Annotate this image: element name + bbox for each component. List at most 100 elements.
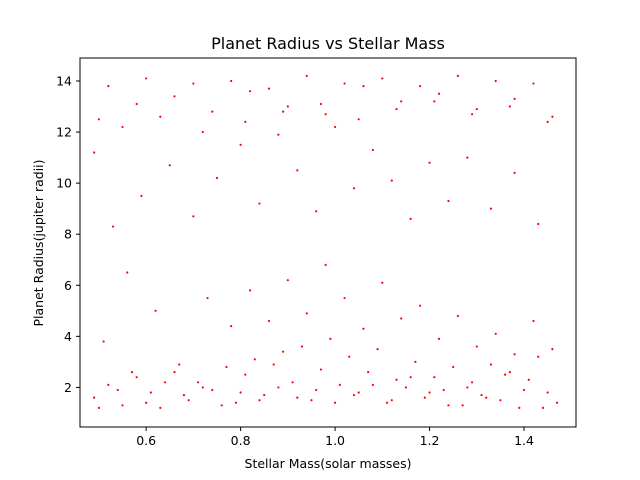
data-point: [97, 118, 100, 121]
data-point: [248, 90, 252, 93]
data-point: [282, 350, 285, 353]
y-tick-label: 4: [64, 329, 72, 344]
data-point: [145, 77, 148, 80]
data-point: [192, 215, 195, 218]
data-point: [159, 406, 162, 409]
data-point: [267, 319, 271, 323]
data-point: [244, 120, 247, 123]
y-tick-label: 2: [64, 380, 72, 395]
data-point: [390, 399, 393, 402]
data-point: [145, 401, 148, 404]
data-point: [527, 378, 530, 381]
data-point: [93, 396, 96, 399]
data-point: [513, 353, 516, 356]
data-point: [135, 376, 138, 379]
data-point: [201, 386, 204, 389]
data-point: [225, 365, 228, 369]
data-point: [192, 82, 195, 85]
data-point: [168, 164, 171, 167]
data-point: [456, 314, 459, 318]
data-point: [537, 355, 540, 358]
chart-title: Planet Radius vs Stellar Mass: [211, 34, 445, 53]
x-tick-label: 1.4: [514, 433, 534, 448]
data-point: [319, 102, 323, 106]
data-point: [371, 148, 374, 152]
data-point: [135, 102, 138, 106]
data-point: [201, 130, 204, 134]
data-point: [556, 401, 559, 404]
data-point: [267, 87, 271, 90]
data-point: [381, 281, 384, 284]
data-point: [494, 332, 497, 335]
data-point: [253, 358, 256, 361]
data-point: [513, 97, 516, 100]
data-point: [315, 210, 318, 213]
data-point: [532, 82, 535, 85]
data-point: [163, 381, 167, 384]
data-point: [447, 404, 450, 407]
data-point: [480, 393, 483, 397]
data-point: [286, 279, 289, 282]
data-point: [367, 371, 370, 374]
data-point: [466, 386, 469, 389]
data-point: [140, 194, 143, 197]
data-point: [376, 348, 379, 351]
data-point: [97, 406, 100, 409]
data-point: [423, 396, 426, 399]
data-point: [395, 107, 398, 111]
data-point: [102, 340, 105, 343]
data-point: [409, 217, 412, 220]
data-point: [154, 309, 157, 312]
data-point: [178, 363, 181, 366]
data-point: [116, 388, 119, 392]
data-point: [470, 381, 474, 384]
y-axis: 2 4 6 8 10 12 14: [56, 73, 80, 395]
data-points: [93, 74, 559, 409]
data-point: [352, 187, 356, 190]
x-tick-label: 0.6: [136, 433, 156, 448]
data-point: [277, 133, 280, 136]
data-point: [291, 381, 294, 384]
data-point: [206, 296, 209, 300]
data-point: [456, 74, 459, 77]
data-point: [248, 289, 252, 292]
data-point: [197, 381, 200, 384]
data-point: [466, 156, 469, 159]
data-point: [230, 79, 233, 83]
data-point: [93, 151, 96, 154]
data-point: [121, 404, 124, 407]
data-point: [348, 355, 351, 358]
data-point: [239, 391, 242, 394]
y-tick-label: 14: [56, 73, 72, 88]
data-point: [357, 391, 360, 394]
y-tick-label: 12: [56, 125, 72, 140]
data-point: [395, 378, 398, 381]
data-point: [489, 207, 493, 210]
data-point: [485, 396, 488, 399]
plot-area-frame: [79, 57, 577, 428]
data-point: [357, 118, 360, 121]
data-point: [437, 92, 441, 95]
data-point: [315, 388, 318, 392]
data-point: [470, 113, 474, 116]
data-point: [338, 383, 341, 386]
data-point: [296, 396, 299, 399]
data-point: [400, 317, 403, 320]
data-point: [551, 115, 554, 118]
x-tick-label: 1.2: [420, 433, 440, 448]
data-point: [504, 373, 507, 376]
data-point: [286, 105, 289, 108]
data-point: [400, 100, 403, 103]
y-axis-label: Planet Radius(jupiter radii): [31, 159, 46, 326]
data-point: [362, 84, 365, 88]
data-point: [234, 401, 237, 404]
data-point: [272, 363, 275, 366]
data-point: [305, 312, 308, 315]
data-point: [310, 399, 313, 402]
data-point: [541, 406, 545, 409]
data-point: [107, 84, 110, 88]
data-point: [333, 401, 337, 404]
data-point: [433, 100, 436, 103]
data-point: [409, 376, 412, 379]
